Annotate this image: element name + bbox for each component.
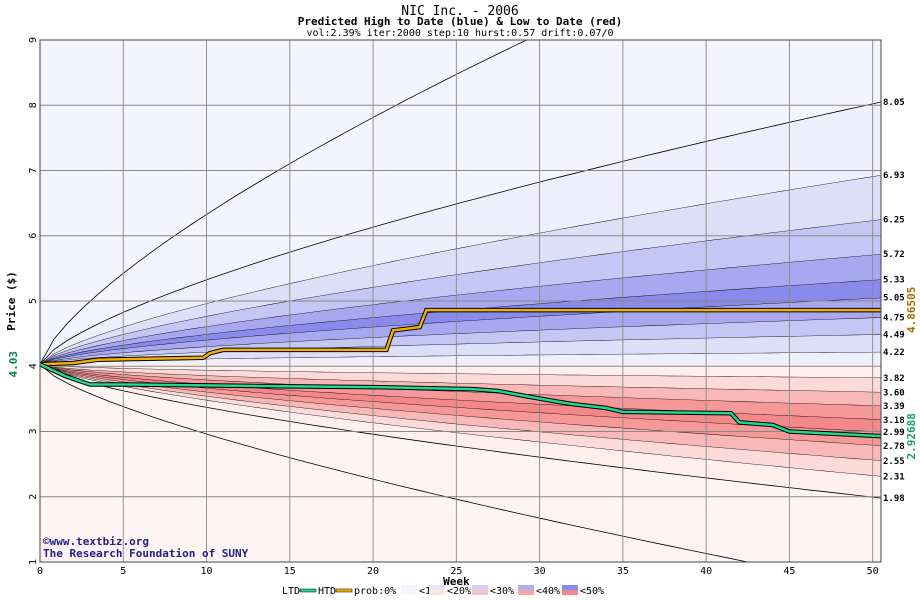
red-band-4: [40, 364, 881, 433]
red-band-8: [40, 364, 881, 499]
legend-ltd-swatch: [299, 588, 317, 593]
legend-swatch-blue-0: [401, 585, 417, 590]
y-tick-label: 8: [28, 102, 39, 108]
red-band-5: [40, 364, 881, 446]
legend-bucket-label: <30%: [490, 586, 514, 597]
right-value-label: 3.82: [883, 374, 905, 384]
legend-swatch-red-0: [401, 590, 417, 595]
legend-swatch-blue-1: [429, 585, 445, 590]
right-value-label: 3.39: [883, 402, 905, 412]
x-tick-label: 35: [617, 566, 629, 577]
htd-line: [40, 308, 881, 366]
legend-swatch-red-2: [472, 590, 488, 595]
start-price-label: 4.03: [7, 351, 20, 378]
y-tick-label: 3: [28, 428, 39, 434]
legend-bucket-label: <20%: [447, 586, 471, 597]
right-value-label: 3.60: [883, 388, 905, 398]
blue-boundary-9: [40, 40, 528, 365]
right-value-label: 6.93: [883, 171, 905, 181]
axes: [39, 39, 882, 563]
chart-params: vol:2.39% iter:2000 step:10 hurst:0.57 d…: [306, 28, 614, 39]
red-band-7: [40, 364, 881, 477]
right-value-label: 5.05: [883, 294, 905, 304]
right-value-label: 3.18: [883, 416, 905, 426]
x-tick-label: 20: [367, 566, 379, 577]
ltd-line: [40, 363, 881, 438]
legend-htd-swatch: [335, 588, 353, 593]
watermark-site: ©www.textbiz.org: [43, 535, 149, 548]
x-tick-label: 10: [201, 566, 213, 577]
legend-swatch-red-4: [562, 590, 578, 595]
right-value-label: 2.55: [883, 457, 905, 467]
blue-band-2: [40, 317, 881, 365]
right-value-label: 4.75: [883, 313, 905, 323]
red-boundary-9: [40, 363, 750, 562]
red-band-0: [40, 364, 881, 378]
blue-boundary-8: [40, 101, 881, 365]
blue-band-6: [40, 219, 881, 365]
x-tick-label: 5: [120, 566, 126, 577]
red-band-2: [40, 364, 881, 407]
blue-band-1: [40, 334, 881, 365]
red-boundary-8: [40, 363, 881, 499]
x-axis-title: Week: [443, 575, 470, 588]
x-tick-label: 0: [37, 566, 43, 577]
ltd-end-value: 2.92688: [905, 413, 918, 459]
blue-band-3: [40, 297, 881, 365]
right-value-label: 2.99: [883, 428, 905, 438]
plot-frame: [39, 39, 882, 563]
x-tick-label: 15: [284, 566, 296, 577]
legend-swatch-blue-3: [518, 585, 534, 590]
legend-htd-label: HTD: [318, 586, 336, 597]
right-value-label: 2.31: [883, 473, 905, 483]
probability-bands: [40, 40, 881, 562]
legend-ltd-label: LTD: [282, 586, 300, 597]
chart-subtitle: Predicted High to Date (blue) & Low to D…: [297, 15, 623, 28]
red-band-3: [40, 364, 881, 420]
right-value-label: 5.72: [883, 250, 905, 260]
y-tick-label: 1: [28, 559, 39, 565]
y-tick-label: 4: [28, 363, 39, 369]
right-value-label: 8.05: [883, 98, 905, 108]
x-tick-label: 45: [783, 566, 795, 577]
right-value-label: 5.33: [883, 275, 905, 285]
y-axis-title: Price ($): [5, 271, 18, 331]
y-tick-label: 2: [28, 494, 39, 500]
blue-band-0: [40, 351, 881, 365]
right-value-label: 4.22: [883, 348, 905, 358]
chart-title: NIC Inc. - 2006: [401, 4, 519, 19]
y-tick-label: 6: [28, 233, 39, 239]
blue-band-7: [40, 175, 881, 365]
legend-prob-label: prob:0%: [354, 586, 396, 597]
watermark-org: The Research Foundation of SUNY: [43, 547, 249, 560]
legend-bucket-label: <40%: [536, 586, 560, 597]
y-tick-label: 7: [28, 167, 39, 173]
red-band-6: [40, 364, 881, 461]
legend-swatch-red-3: [518, 590, 534, 595]
legend-swatch-red-1: [429, 590, 445, 595]
right-value-label: 6.25: [883, 215, 905, 225]
red-band-1: [40, 364, 881, 393]
x-tick-label: 50: [867, 566, 879, 577]
legend-bucket-label: <50%: [580, 586, 604, 597]
x-tick-label: 25: [450, 566, 462, 577]
right-value-label: 2.78: [883, 442, 905, 452]
series-lines: [40, 307, 881, 439]
right-value-label: 1.98: [883, 494, 905, 504]
x-tick-label: 30: [534, 566, 546, 577]
legend-swatch-blue-2: [472, 585, 488, 590]
right-value-label: 4.49: [883, 330, 905, 340]
x-tick-label: 40: [700, 566, 712, 577]
legend-swatch-blue-4: [562, 585, 578, 590]
blue-band-8: [40, 102, 881, 365]
htd-end-value: 4.86505: [905, 287, 918, 333]
y-tick-label: 5: [28, 298, 39, 304]
y-tick-label: 9: [28, 37, 39, 43]
